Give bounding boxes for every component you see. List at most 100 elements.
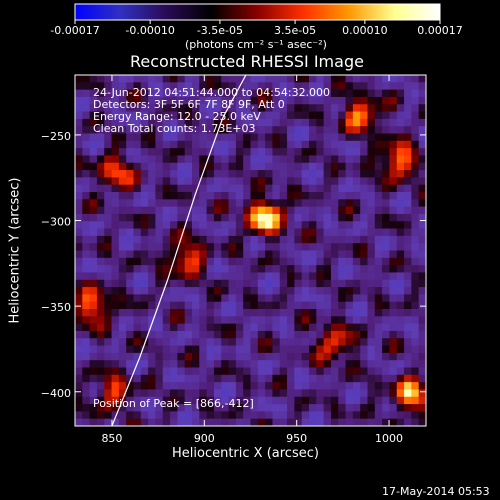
heatmap-cell xyxy=(155,221,164,229)
heatmap-cell xyxy=(279,126,288,134)
heatmap-cell xyxy=(279,140,288,149)
heatmap-cell xyxy=(265,309,273,317)
heatmap-cell xyxy=(367,89,376,98)
heatmap-cell xyxy=(279,323,288,332)
heatmap-cell xyxy=(96,206,105,215)
heatmap-cell xyxy=(199,148,208,156)
heatmap-cell xyxy=(111,111,120,120)
heatmap-cell xyxy=(133,133,142,142)
heatmap-cell xyxy=(345,338,354,346)
colorbar-tick-label: -0.00017 xyxy=(50,24,99,37)
heatmap-cell xyxy=(374,330,383,339)
heatmap-cell xyxy=(75,404,83,412)
heatmap-cell xyxy=(192,89,200,98)
heatmap-cell xyxy=(155,323,164,332)
heatmap-cell xyxy=(382,360,390,368)
heatmap-cell xyxy=(323,396,332,405)
heatmap-cell xyxy=(330,221,339,229)
heatmap-cell xyxy=(140,162,149,171)
heatmap-cell xyxy=(184,82,193,91)
heatmap-cell xyxy=(411,243,420,251)
heatmap-cell xyxy=(411,279,420,288)
heatmap-cell xyxy=(309,148,317,156)
heatmap-cell xyxy=(374,374,383,383)
heatmap-cell xyxy=(367,411,376,420)
heatmap-cell xyxy=(162,345,171,354)
heatmap-cell xyxy=(345,184,354,193)
heatmap-cell xyxy=(213,192,222,200)
heatmap-cell xyxy=(89,206,98,215)
heatmap-cell xyxy=(257,133,266,142)
heatmap-cell xyxy=(250,111,259,120)
heatmap-cell xyxy=(192,126,200,134)
heatmap-cell xyxy=(374,170,383,178)
heatmap-cell xyxy=(374,126,383,134)
heatmap-cell xyxy=(338,330,346,339)
heatmap-cell xyxy=(192,396,200,405)
heatmap-cell xyxy=(221,104,229,112)
heatmap-cell xyxy=(396,199,405,208)
heatmap-cell xyxy=(418,221,426,229)
heatmap-cell xyxy=(367,111,376,120)
heatmap-cell xyxy=(382,404,390,412)
heatmap-cell xyxy=(148,382,156,390)
heatmap-cell xyxy=(184,367,193,376)
heatmap-cell xyxy=(330,162,339,171)
heatmap-cell xyxy=(140,221,149,229)
heatmap-cell xyxy=(257,192,266,200)
heatmap-cell xyxy=(228,170,237,178)
heatmap-cell xyxy=(184,184,193,193)
heatmap-cell xyxy=(418,148,426,156)
heatmap-cell xyxy=(192,404,200,412)
heatmap-cell xyxy=(352,323,361,332)
colorbar-tick-label: 0.00010 xyxy=(342,24,388,37)
heatmap-cell xyxy=(162,111,171,120)
heatmap-cell xyxy=(206,279,215,288)
heatmap-cell xyxy=(82,257,91,266)
heatmap-cell xyxy=(316,287,325,295)
heatmap-cell xyxy=(418,213,426,222)
heatmap-cell xyxy=(257,294,266,303)
heatmap-cell xyxy=(126,184,134,193)
heatmap-cell xyxy=(111,184,120,193)
heatmap-cell xyxy=(177,367,186,376)
heatmap-cell xyxy=(301,148,310,156)
heatmap-cell xyxy=(287,338,295,346)
heatmap-cell xyxy=(279,418,288,426)
heatmap-cell xyxy=(243,184,251,193)
heatmap-cell xyxy=(148,279,156,288)
heatmap-cell xyxy=(301,360,310,368)
heatmap-cell xyxy=(404,389,412,398)
heatmap-cell xyxy=(104,316,112,325)
heatmap-cell xyxy=(243,155,251,164)
heatmap-cell xyxy=(294,199,303,208)
heatmap-cell xyxy=(213,89,222,98)
heatmap-cell xyxy=(250,192,259,200)
heatmap-cell xyxy=(294,177,303,186)
heatmap-cell xyxy=(287,235,295,244)
heatmap-cell xyxy=(155,257,164,266)
heatmap-cell xyxy=(418,250,426,259)
heatmap-cell xyxy=(411,265,420,273)
heatmap-cell xyxy=(360,199,368,208)
heatmap-cell xyxy=(162,265,171,273)
heatmap-cell xyxy=(367,257,376,266)
heatmap-cell xyxy=(75,177,83,186)
heatmap-cell xyxy=(133,104,142,112)
heatmap-cell xyxy=(162,199,171,208)
heatmap-cell xyxy=(418,104,426,112)
heatmap-cell xyxy=(82,316,91,325)
heatmap-cell xyxy=(243,272,251,281)
heatmap-cell xyxy=(374,323,383,332)
heatmap-cell xyxy=(265,257,273,266)
heatmap-cell xyxy=(140,301,149,310)
heatmap-cell xyxy=(287,228,295,237)
heatmap-cell xyxy=(382,148,390,156)
heatmap-cell xyxy=(250,148,259,156)
heatmap-cell xyxy=(389,140,398,149)
heatmap-cell xyxy=(221,360,229,368)
heatmap-cell xyxy=(352,104,361,112)
heatmap-cell xyxy=(184,287,193,295)
heatmap-cell xyxy=(177,243,186,251)
heatmap-cell xyxy=(301,221,310,229)
